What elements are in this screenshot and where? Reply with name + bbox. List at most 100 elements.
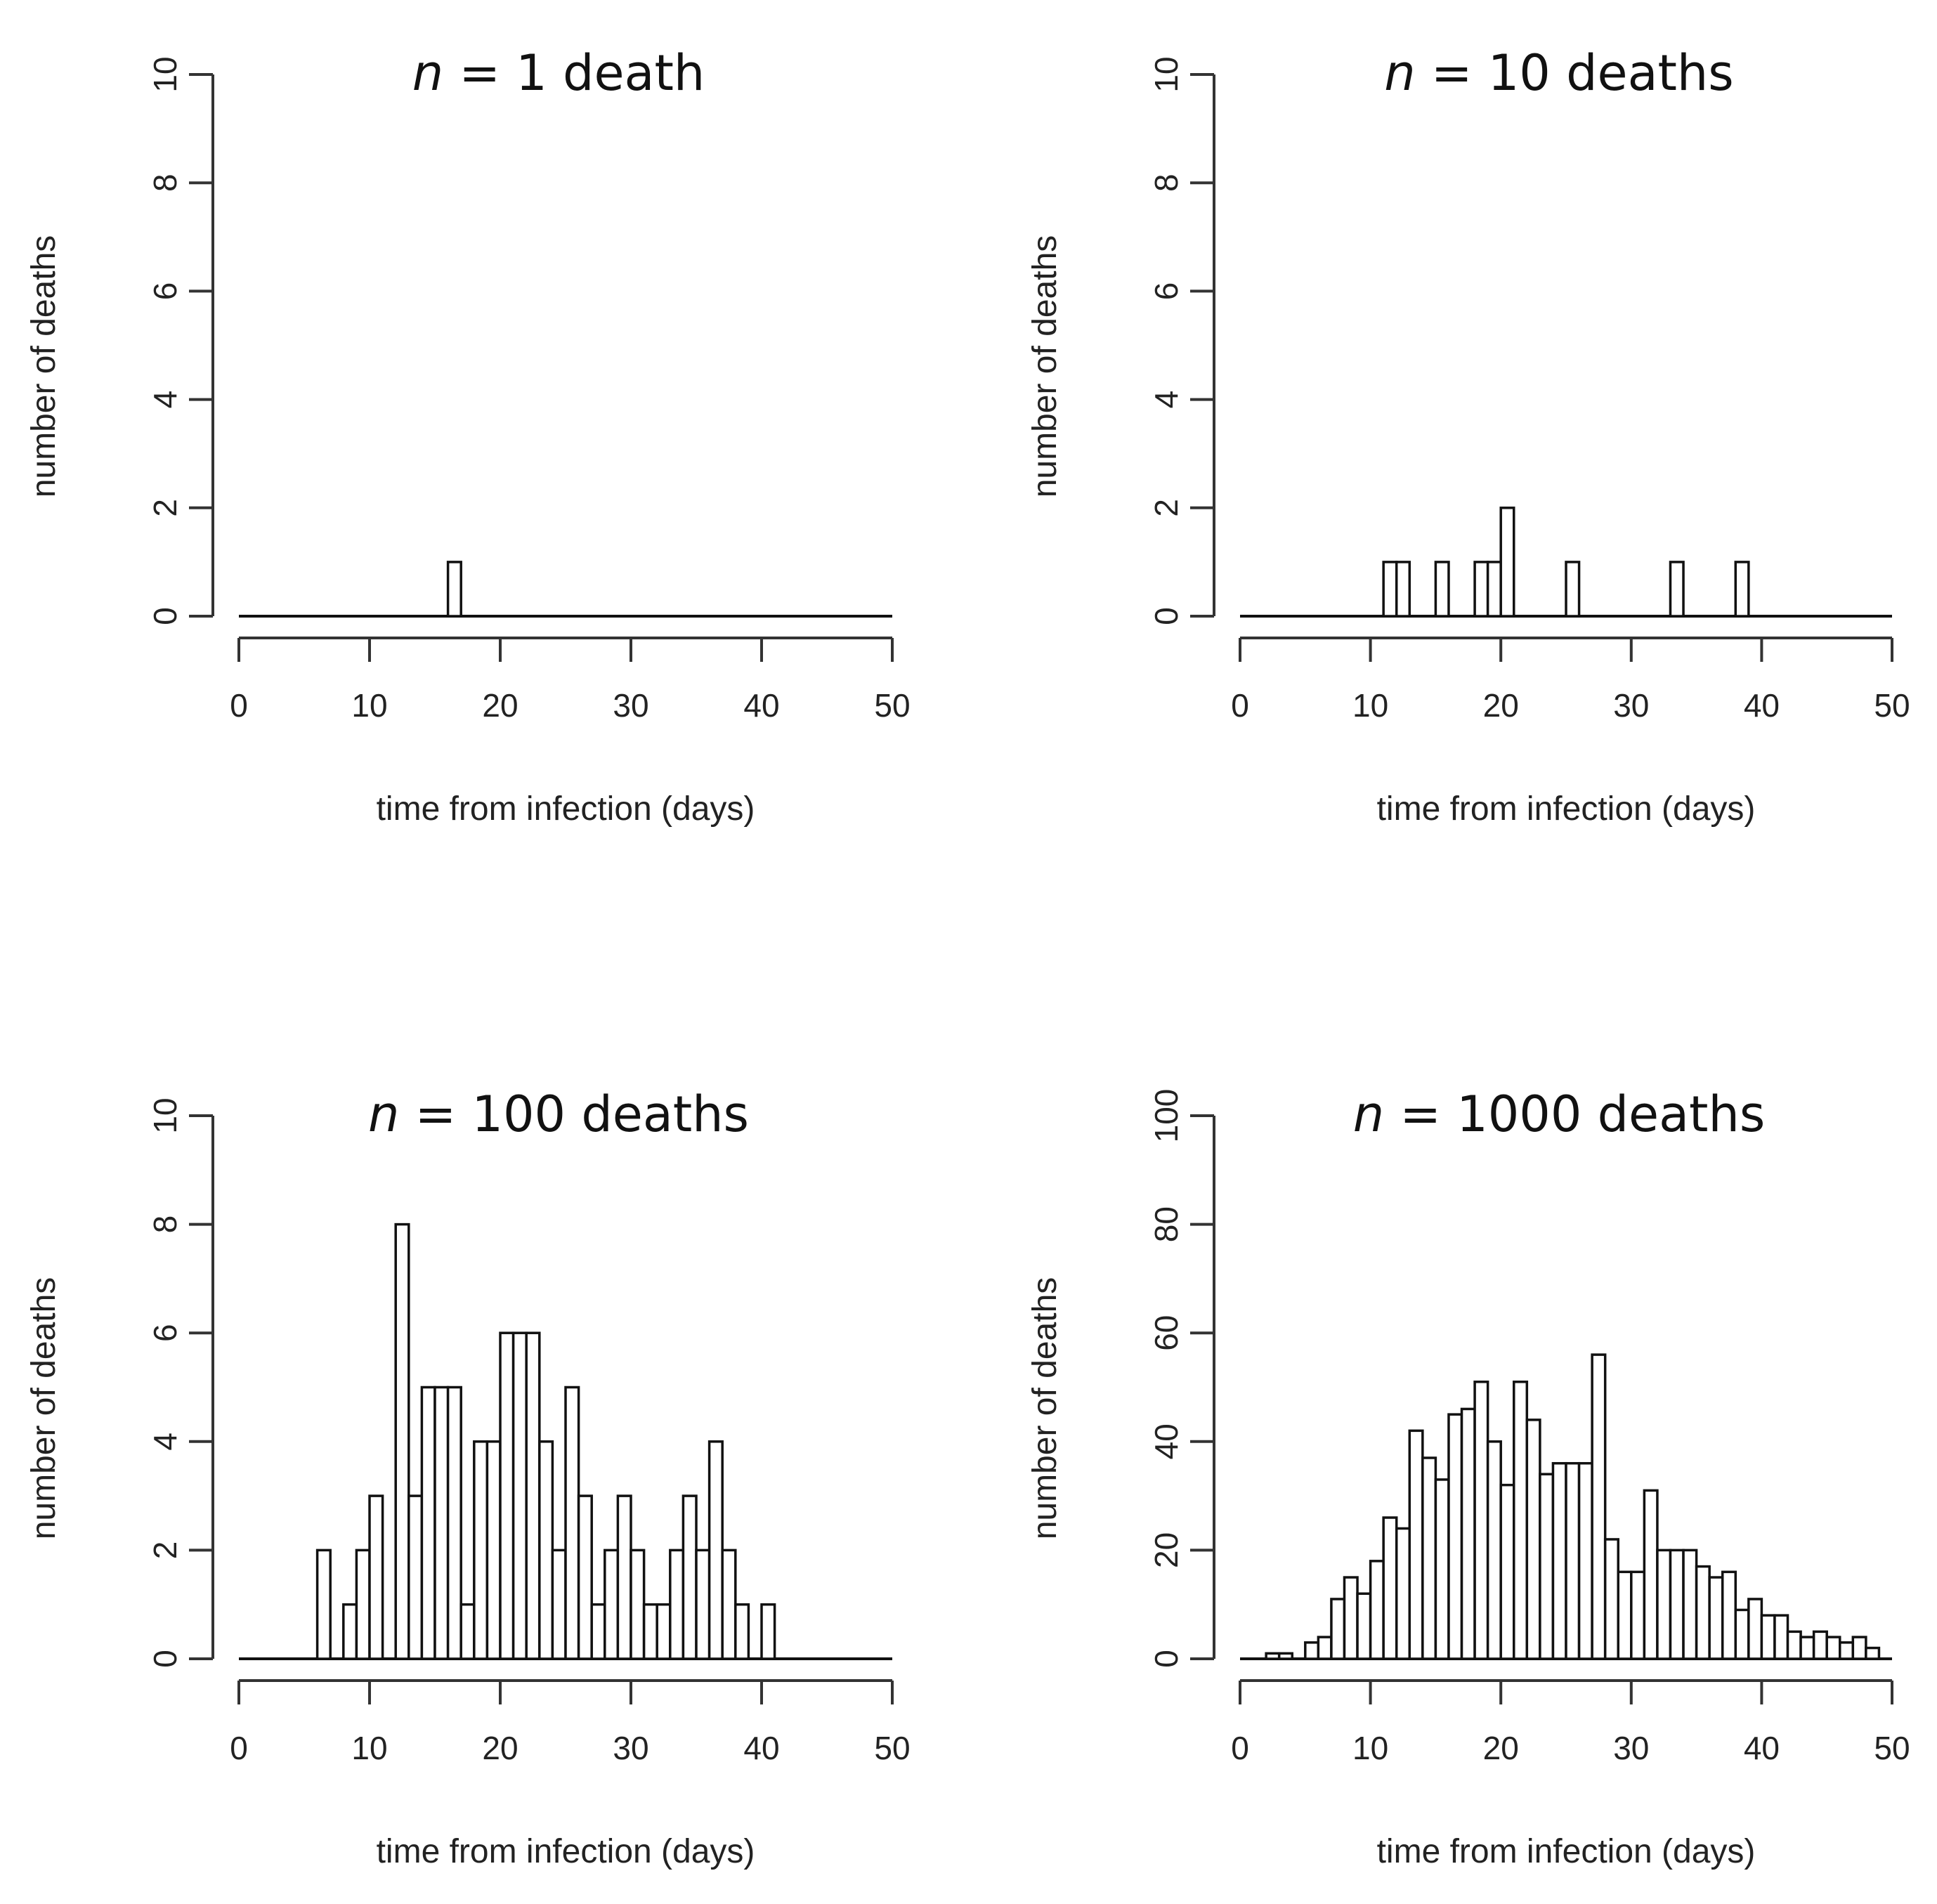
x-tick-label: 10 [351,1730,387,1766]
histogram-bar [1382,561,1398,618]
y-tick-label: 2 [1148,499,1185,517]
y-tick-label: 4 [147,391,183,409]
x-tick-label: 0 [1231,1730,1249,1766]
histogram-bar [642,1603,658,1660]
histogram-bar [1851,1636,1867,1660]
x-tick-label: 50 [1874,687,1910,724]
histogram-bars [239,561,892,618]
y-tick-label: 10 [147,56,183,92]
histogram-bar [1591,1353,1607,1660]
histogram-bar [1421,1456,1437,1660]
panel-n1000: n = 1000 deaths time from infection (day… [1026,1085,1910,1870]
histogram-bar [1434,561,1450,618]
histogram-bar [1447,1413,1463,1660]
histogram-bar [1473,1381,1489,1660]
histogram-bar [1617,1570,1633,1660]
histogram-bar [707,1440,724,1660]
chart-title-variable: n [412,44,443,102]
histogram-bar [1747,1598,1763,1660]
x-tick-label: 50 [1874,1730,1910,1766]
chart-title-text: = 100 deaths [399,1085,749,1143]
histogram-bar [1395,561,1411,618]
y-tick-label: 4 [147,1433,183,1451]
chart-title: n = 10 deaths [1384,44,1734,102]
x-tick-label: 50 [874,687,910,724]
histogram-bar [760,1603,776,1660]
chart-title-variable: n [368,1085,399,1143]
histogram-bar [511,1331,528,1660]
histogram-bar [473,1440,489,1660]
histogram-bars [1240,1353,1892,1660]
histogram-bar [355,1548,371,1660]
y-tick-label: 2 [147,499,183,517]
y-tick-label: 8 [1148,174,1185,192]
histogram-bar [1382,1516,1398,1660]
histogram-bar [1812,1630,1828,1660]
chart-title-text: = 1 death [443,44,705,102]
histogram-bar [1669,561,1685,618]
histogram-bar [368,1494,384,1660]
histogram-bar [669,1548,685,1660]
histogram-bar [446,561,462,618]
histogram-bar [1643,1489,1659,1660]
histogram-bar [342,1603,358,1660]
histogram-bar [1408,1429,1424,1660]
histogram-bar [1434,1478,1450,1660]
histogram-bar [1695,1565,1711,1660]
histogram-bar [407,1494,424,1660]
histogram-bar [681,1494,698,1660]
histogram-bar [656,1603,672,1660]
x-axis-label: time from infection (days) [377,790,755,828]
histogram-bar [1825,1636,1841,1660]
y-tick-label: 100 [1148,1089,1185,1143]
histogram-bar [616,1494,632,1660]
chart-title: n = 100 deaths [368,1085,749,1143]
y-tick-label: 4 [1148,391,1185,409]
y-tick-label: 40 [1148,1423,1185,1459]
histogram-bar [630,1548,646,1660]
histogram-bar [1525,1419,1541,1660]
histogram-bar [1343,1576,1359,1660]
x-tick-label: 10 [1352,1730,1388,1766]
histogram-bar [1486,1440,1502,1660]
histogram-bar [551,1548,567,1660]
axes: 0 2 4 6 8 10 0 10 20 30 40 50 [147,1097,911,1766]
x-tick-label: 20 [1483,687,1519,724]
x-axis-label: time from infection (days) [377,1833,755,1870]
histogram-bar [1565,561,1581,618]
chart-title: n = 1000 deaths [1353,1085,1766,1143]
x-axis-label: time from infection (days) [1377,1833,1756,1870]
chart-title-variable: n [1353,1085,1384,1143]
histogram-bar [721,1548,737,1660]
histogram-bar [604,1548,620,1660]
histogram-bar [1760,1614,1776,1660]
y-tick-label: 0 [1148,607,1185,625]
histogram-bar [1499,507,1515,618]
x-tick-label: 30 [613,1730,648,1766]
histogram-bar [1630,1570,1646,1660]
histogram-bar [1304,1641,1320,1660]
panel-n100: n = 100 deaths time from infection (days… [25,1085,911,1870]
histogram-bar [1565,1461,1581,1660]
chart-title-variable: n [1384,44,1415,102]
histogram-bar [433,1385,450,1660]
axes: 0 2 4 6 8 10 0 10 20 30 40 50 [1148,56,1910,724]
histogram-bar [1330,1598,1346,1660]
histogram-bar [1317,1636,1333,1660]
histogram-bar [1460,1407,1476,1660]
y-tick-label: 6 [1148,282,1185,301]
histogram-bar [499,1331,515,1660]
x-tick-label: 0 [230,1730,248,1766]
x-tick-label: 0 [230,687,248,724]
histogram-bar [1265,1652,1281,1660]
histogram-bar [1577,1461,1593,1660]
histogram-bar [459,1603,476,1660]
axes: 0 2 4 6 8 10 0 10 20 30 40 50 [147,56,911,724]
y-axis-label: number of deaths [25,235,63,498]
x-tick-label: 40 [1744,687,1780,724]
histogram-bar [1669,1548,1685,1660]
histogram-bar [590,1603,606,1660]
y-axis-label: number of deaths [1026,235,1064,498]
chart-title-text: = 10 deaths [1416,44,1734,102]
x-tick-label: 40 [743,1730,779,1766]
